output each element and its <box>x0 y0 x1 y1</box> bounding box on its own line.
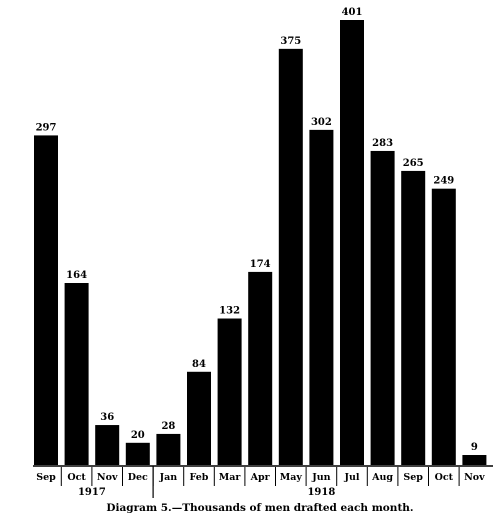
value-label-2: 36 <box>100 412 114 423</box>
bar-2 <box>95 425 120 465</box>
x-tick-label-11: Aug <box>371 472 393 483</box>
bar-1 <box>64 283 89 465</box>
bar-0 <box>34 135 58 465</box>
bar-5 <box>187 371 211 465</box>
value-label-6: 132 <box>219 306 240 317</box>
x-tick-label-7: Apr <box>250 472 271 483</box>
bar-4 <box>156 433 181 465</box>
year-label-1917: 1917 <box>78 487 106 498</box>
value-label-4: 28 <box>161 421 175 432</box>
x-tick-label-4: Jan <box>159 472 178 483</box>
x-axis-labels: Sep Oct Nov Dec Jan Feb Mar Apr May Jun Jul Aug Sep O… <box>36 467 485 486</box>
x-tick-label-0: Sep <box>36 472 56 483</box>
bar-12 <box>401 170 426 465</box>
x-tick-label-6: Mar <box>219 472 242 483</box>
value-label-8: 375 <box>280 36 301 47</box>
value-label-13: 249 <box>433 176 454 187</box>
x-tick-label-14: Nov <box>464 472 485 483</box>
year-labels: 1917 1918 <box>78 487 335 498</box>
value-label-0: 297 <box>36 122 57 133</box>
x-tick-label-12: Sep <box>403 472 423 483</box>
value-label-5: 84 <box>192 359 206 370</box>
value-labels: 297 164 36 20 28 84 132 174 375 302 401 283 265 249 9 <box>36 7 478 453</box>
value-label-14: 9 <box>471 442 478 453</box>
bar-3 <box>125 442 150 465</box>
value-label-1: 164 <box>66 270 87 281</box>
bar-7 <box>248 271 273 465</box>
bar-10 <box>340 20 364 465</box>
bar-9 <box>309 129 334 465</box>
x-tick-label-13: Oct <box>435 472 454 483</box>
chart-caption: Diagram 5.—Thousands of men drafted each… <box>106 502 413 514</box>
x-tick-label-3: Dec <box>128 472 148 483</box>
x-tick-label-2: Nov <box>97 472 118 483</box>
x-tick-label-8: May <box>280 472 303 483</box>
value-label-9: 302 <box>311 117 332 128</box>
year-label-1918: 1918 <box>307 487 335 498</box>
value-label-3: 20 <box>131 430 145 441</box>
bar-11 <box>370 150 395 465</box>
bar-6 <box>217 318 242 465</box>
bar-13 <box>431 188 456 466</box>
x-tick-label-9: Jun <box>311 472 330 483</box>
bars <box>34 20 487 466</box>
x-tick-label-1: Oct <box>67 472 86 483</box>
value-label-10: 401 <box>342 7 363 18</box>
value-label-7: 174 <box>250 259 271 270</box>
value-label-12: 265 <box>403 158 424 169</box>
x-tick-label-10: Jul <box>343 472 359 483</box>
x-tick-label-5: Feb <box>190 472 209 483</box>
value-label-11: 283 <box>372 138 393 149</box>
bar-14 <box>462 455 487 465</box>
bar-8 <box>278 48 303 465</box>
